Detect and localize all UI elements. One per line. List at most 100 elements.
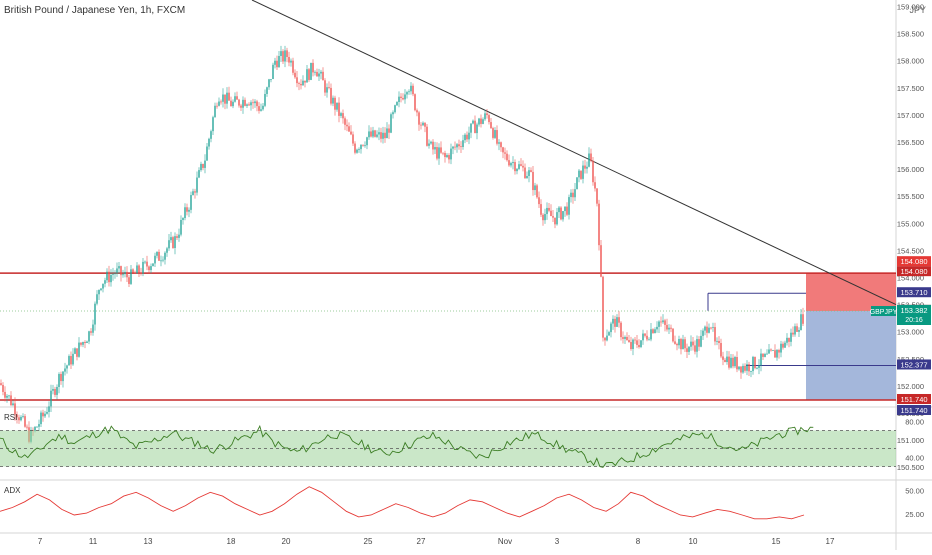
candle-body (186, 207, 188, 212)
candle-body (490, 122, 492, 129)
candle-body (388, 128, 390, 133)
candle-body (716, 340, 718, 342)
candle-body (198, 170, 200, 178)
candle-body (364, 145, 366, 147)
candle-body (582, 165, 584, 179)
rsi-title: RSI (4, 413, 17, 422)
candle-body (564, 206, 566, 212)
candle-body (522, 165, 524, 168)
candle-body (24, 416, 26, 427)
candle-body (756, 367, 758, 369)
candle-body (478, 118, 480, 125)
candle-body (306, 69, 308, 83)
candle-body (152, 263, 154, 267)
candle-body (348, 126, 350, 132)
candle-body (182, 218, 184, 220)
current-price-text: 153.382 (900, 306, 927, 315)
candle-body (174, 236, 176, 249)
candle-body (390, 114, 392, 133)
candle-body (12, 403, 14, 406)
candle-body (576, 177, 578, 190)
candle-body (58, 373, 60, 387)
candle-body (638, 344, 640, 348)
time-tick-label: 18 (227, 537, 236, 546)
candle-body (482, 119, 484, 124)
candle-body (192, 191, 194, 196)
candle-body (538, 197, 540, 205)
candle-body (524, 167, 526, 179)
candle-body (758, 365, 760, 368)
candle-body (630, 342, 632, 350)
adx-line (0, 486, 805, 520)
rsi-line (0, 424, 814, 468)
candle-body (802, 314, 804, 324)
trend-line (251, 0, 897, 306)
candle-body (112, 274, 114, 275)
candle-body (202, 163, 204, 168)
candle-body (500, 142, 502, 148)
candle-body (774, 350, 776, 358)
candle-body (786, 337, 788, 343)
candle-body (322, 71, 324, 81)
candle-body (424, 122, 426, 127)
candle-body (164, 252, 166, 260)
price-tick-label: 152.000 (897, 382, 924, 391)
candle-body (236, 96, 238, 100)
candle-body (252, 102, 254, 104)
symbol-tag-text: GBPJPY (870, 309, 898, 316)
candle-body (282, 51, 284, 62)
candle-body (526, 176, 528, 179)
candle-body (642, 333, 644, 341)
candle-body (370, 131, 372, 137)
candle-body (270, 78, 272, 80)
candle-body (700, 335, 702, 347)
candle-body (136, 265, 138, 274)
candle-body (438, 147, 440, 159)
candle-body (188, 209, 190, 212)
candle-body (160, 260, 162, 262)
price-tick-label: 150.500 (897, 463, 924, 472)
candle-body (376, 134, 378, 137)
price-tick-label: 156.000 (897, 165, 924, 174)
candle-body (720, 343, 722, 357)
candle-body (712, 327, 714, 328)
candle-body (402, 97, 404, 100)
candle-body (328, 87, 330, 89)
candle-body (682, 339, 684, 350)
candle-body (654, 329, 656, 334)
candle-body (646, 335, 648, 340)
candle-body (316, 71, 318, 77)
candle-body (368, 131, 370, 138)
candle-body (294, 72, 296, 78)
time-tick-label: 3 (555, 537, 560, 546)
price-label-badge (897, 256, 931, 267)
time-tick-label: 20 (282, 537, 291, 546)
candle-body (594, 182, 596, 189)
candle-body (118, 266, 120, 269)
price-tick-label: 154.500 (897, 246, 924, 255)
candle-body (332, 97, 334, 104)
candle-body (230, 100, 232, 107)
candle-body (168, 240, 170, 249)
candle-body (466, 134, 468, 140)
candle-body (460, 146, 462, 148)
candle-body (510, 163, 512, 166)
candle-body (426, 126, 428, 146)
candle-body (750, 371, 752, 372)
candle-body (124, 271, 126, 275)
candle-body (190, 195, 192, 210)
candle-body (344, 118, 346, 125)
candle-body (598, 203, 600, 246)
candle-body (20, 416, 22, 421)
candle-body (274, 60, 276, 65)
candle-body (126, 271, 128, 278)
candle-body (48, 406, 50, 412)
candle-body (740, 366, 742, 373)
candle-body (196, 177, 198, 193)
candle-body (556, 212, 558, 225)
candle-body (80, 342, 82, 345)
candle-body (396, 102, 398, 106)
candle-body (70, 356, 72, 365)
candle-body (620, 322, 622, 338)
